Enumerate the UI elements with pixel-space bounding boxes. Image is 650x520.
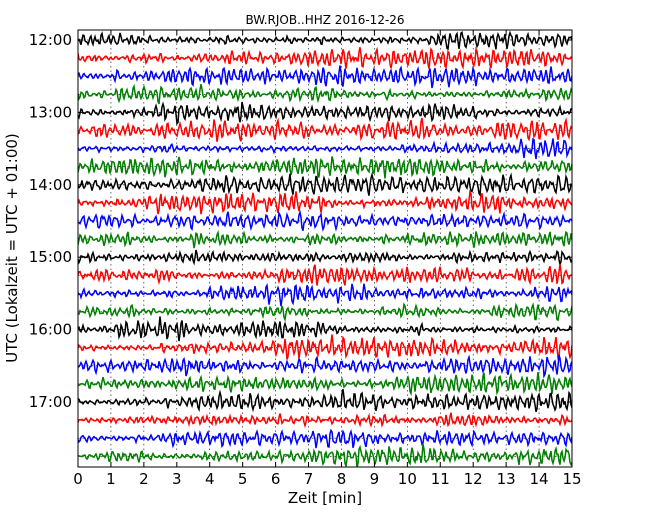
trace-line (78, 372, 572, 397)
x-tick-label: 9 (370, 470, 380, 488)
x-tick-label: 7 (304, 470, 314, 488)
trace-line (78, 412, 572, 429)
y-tick-label: 12:00 (29, 31, 72, 49)
trace-line (78, 388, 572, 413)
trace-line (78, 46, 572, 70)
y-axis: 12:00 13:00 14:00 15:00 16:00 17:00 (29, 31, 572, 411)
trace-line (78, 137, 572, 160)
trace-line (78, 229, 572, 249)
traces (78, 30, 572, 467)
y-tick-label: 15:00 (29, 248, 72, 266)
trace-line (78, 334, 572, 360)
y-tick-label: 16:00 (29, 321, 72, 339)
trace-line (78, 316, 572, 342)
trace-line (78, 65, 572, 89)
trace-line (78, 83, 572, 105)
y-axis-label: UTC (Lokalzeit = UTC + 01:00) (3, 133, 21, 363)
trace-line (78, 117, 572, 142)
trace-line (78, 209, 572, 232)
trace-line (78, 30, 572, 51)
x-tick-label: 5 (238, 470, 248, 488)
trace-line (78, 264, 572, 286)
x-tick-label: 6 (271, 470, 281, 488)
x-tick-label: 13 (497, 470, 516, 488)
trace-line (78, 282, 572, 307)
trace-line (78, 249, 572, 267)
trace-line (78, 302, 572, 323)
x-tick-label: 2 (139, 470, 149, 488)
chart-title: BW.RJOB..HHZ 2016-12-26 (245, 13, 404, 27)
trace-line (78, 171, 572, 198)
x-tick-label: 12 (464, 470, 483, 488)
x-axis-label: Zeit [min] (288, 489, 362, 507)
plot-frame (77, 29, 573, 468)
x-tick-label: 11 (431, 470, 450, 488)
x-tick-label: 15 (562, 470, 581, 488)
x-tick-label: 4 (205, 470, 215, 488)
trace-line (78, 443, 572, 467)
trace-line (78, 189, 572, 215)
trace-line (78, 428, 572, 449)
x-tick-label: 1 (106, 470, 116, 488)
x-tick-label: 8 (337, 470, 347, 488)
x-tick-label: 3 (172, 470, 182, 488)
trace-line (78, 156, 572, 179)
x-tick-label: 10 (398, 470, 417, 488)
x-tick-label: 14 (530, 470, 549, 488)
x-tick-label: 0 (73, 470, 83, 488)
y-tick-label: 13:00 (29, 103, 72, 121)
x-axis: 0 1 2 3 4 5 6 7 8 9 10 11 12 13 14 15 (73, 30, 582, 488)
y-tick-label: 14:00 (29, 176, 72, 194)
y-tick-label: 17:00 (29, 393, 72, 411)
trace-line (78, 101, 572, 126)
trace-line (78, 354, 572, 379)
